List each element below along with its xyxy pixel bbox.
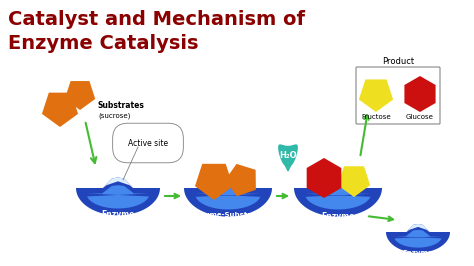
Polygon shape [394, 230, 441, 248]
Polygon shape [42, 93, 78, 127]
Text: Enzyme: Enzyme [403, 250, 433, 256]
Text: Enzyme-Substrate
complex: Enzyme-Substrate complex [191, 212, 264, 225]
Polygon shape [212, 177, 244, 188]
Polygon shape [407, 224, 429, 232]
Polygon shape [87, 185, 149, 209]
Text: Enzyme: Enzyme [321, 212, 355, 221]
Polygon shape [294, 177, 382, 217]
Polygon shape [195, 164, 233, 200]
Text: Active site: Active site [128, 139, 168, 148]
Polygon shape [404, 76, 436, 112]
Polygon shape [338, 166, 370, 197]
Polygon shape [103, 177, 133, 188]
Polygon shape [322, 177, 354, 188]
Polygon shape [225, 164, 256, 196]
Polygon shape [196, 185, 260, 209]
Text: Substrates: Substrates [98, 102, 145, 110]
Polygon shape [307, 158, 341, 198]
Text: (sucrose): (sucrose) [98, 113, 130, 119]
Text: Enzyme: Enzyme [101, 210, 135, 219]
Polygon shape [76, 177, 160, 215]
Text: Enzyme Catalysis: Enzyme Catalysis [8, 34, 199, 53]
Text: Catalyst and Mechanism of: Catalyst and Mechanism of [8, 10, 305, 29]
Text: H₂O: H₂O [279, 151, 297, 160]
Text: Fructose: Fructose [361, 114, 391, 120]
Polygon shape [184, 177, 272, 217]
Polygon shape [306, 185, 370, 209]
Polygon shape [278, 144, 298, 167]
Text: Product: Product [382, 57, 414, 66]
Polygon shape [65, 81, 95, 110]
Text: Glucose: Glucose [406, 114, 434, 120]
Polygon shape [386, 224, 450, 253]
Polygon shape [359, 80, 393, 112]
